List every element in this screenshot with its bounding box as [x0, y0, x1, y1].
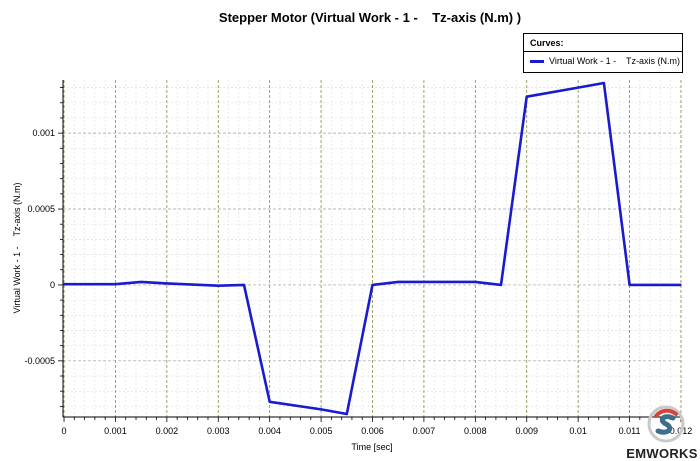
- data-point: [628, 284, 631, 286]
- data-point: [525, 95, 528, 98]
- axes-layer: [58, 80, 682, 422]
- legend-divider: [524, 51, 682, 52]
- y-tick-labels: -0.0005 0 0.0005 0.001: [24, 128, 55, 366]
- grid-major: [63, 80, 682, 417]
- data-point: [320, 408, 322, 411]
- x-tick-label: 0.007: [413, 426, 436, 436]
- x-tick-label: 0.004: [258, 426, 281, 436]
- legend-title: Curves:: [530, 38, 564, 48]
- data-point: [114, 283, 117, 285]
- grid-minor: [63, 80, 682, 417]
- data-point: [397, 281, 400, 283]
- x-tick-labels: 0 0.001 0.002 0.003 0.004 0.005 0.006 0.007 0.00…: [62, 426, 693, 436]
- emworks-logo-icon: [647, 405, 685, 443]
- y-tick-label: 0.0005: [27, 204, 55, 214]
- x-tick-label: 0.003: [207, 426, 230, 436]
- legend-swatch: [530, 60, 544, 63]
- y-axis-label: Virtual Work - 1 - Tz-axis (N.m): [12, 182, 22, 313]
- data-point: [217, 284, 220, 287]
- brand: EMWORKS: [624, 404, 700, 461]
- data-point: [166, 282, 168, 285]
- x-tick-label: 0.001: [104, 426, 127, 436]
- series-layer: [63, 81, 682, 416]
- data-point: [243, 284, 245, 286]
- x-tick-label: 0.011: [619, 426, 641, 436]
- x-tick-label: 0.008: [464, 426, 487, 436]
- x-tick-label: 0.009: [515, 426, 538, 436]
- legend-entry-label: Virtual Work - 1 - Tz-axis (N.m): [549, 56, 681, 66]
- x-tick-label: 0.005: [310, 426, 333, 436]
- data-point: [423, 281, 425, 283]
- chart-title: Stepper Motor (Virtual Work - 1 - Tz-axi…: [219, 10, 521, 25]
- y-tick-label: 0.001: [32, 128, 55, 138]
- data-point: [63, 283, 65, 285]
- x-axis-label: Time [sec]: [351, 442, 392, 452]
- y-tick-label: 0: [50, 280, 55, 290]
- x-tick-label: 0: [62, 426, 67, 436]
- x-tick-label: 0.002: [156, 426, 179, 436]
- data-point: [371, 284, 374, 286]
- data-point: [603, 82, 605, 84]
- data-point: [140, 281, 142, 283]
- data-point: [474, 281, 477, 283]
- brand-name: EMWORKS: [626, 446, 698, 461]
- data-point: [268, 401, 271, 403]
- data-point: [680, 284, 682, 286]
- data-point: [345, 413, 348, 415]
- data-point: [500, 284, 502, 286]
- legend: Curves: Virtual Work - 1 - Tz-axis (N.m): [523, 33, 683, 73]
- y-tick-label: -0.0005: [24, 356, 55, 366]
- data-point: [577, 86, 579, 89]
- x-tick-label: 0.006: [361, 426, 384, 436]
- x-tick-label: 0.01: [569, 426, 587, 436]
